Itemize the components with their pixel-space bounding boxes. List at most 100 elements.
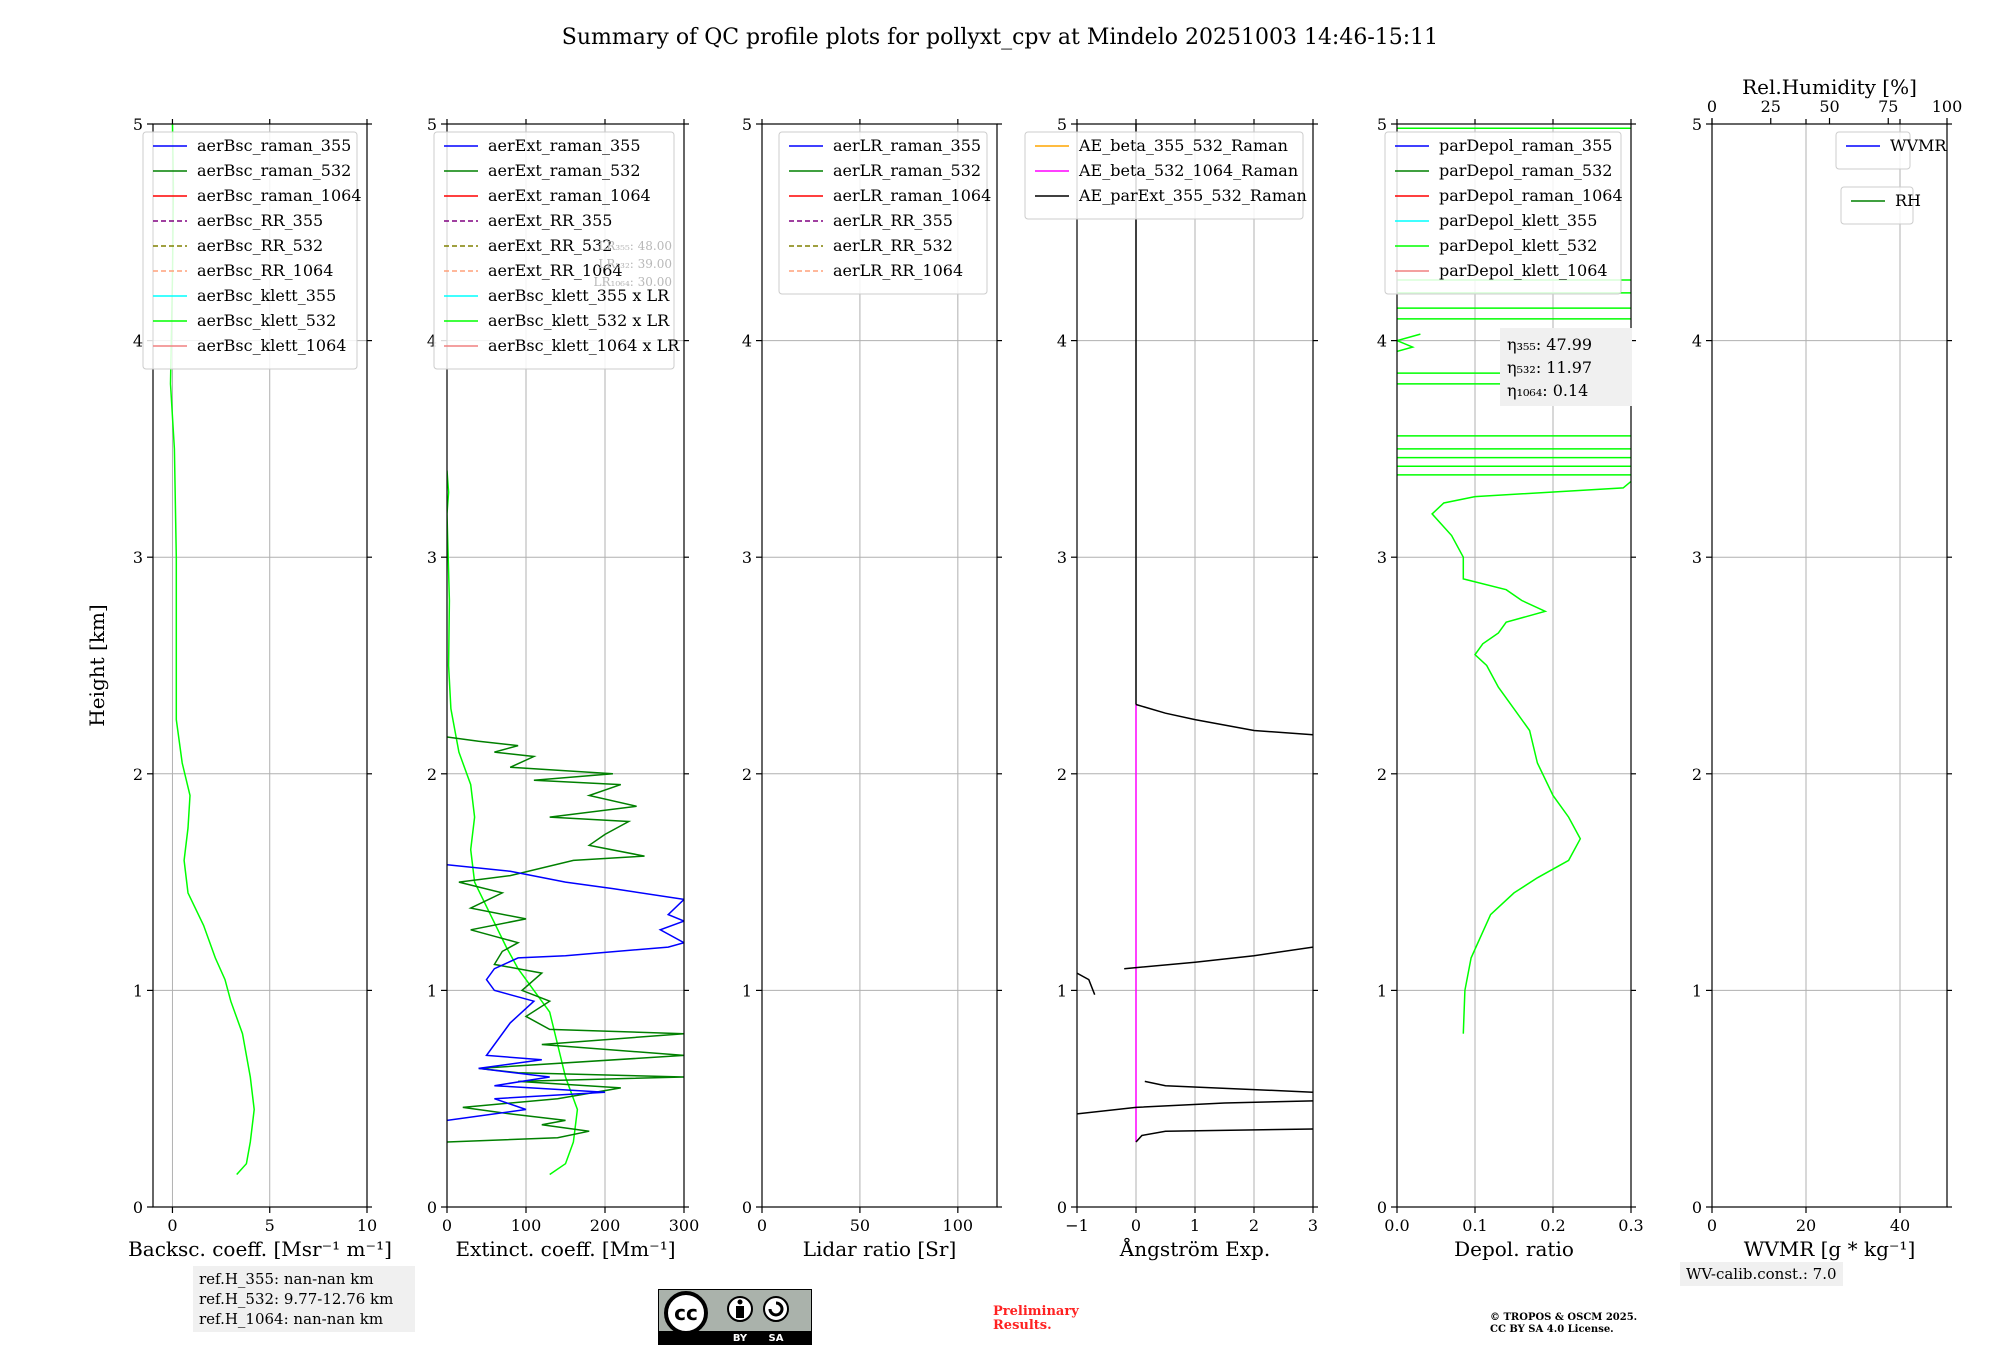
- cc-sa-label: SA: [769, 1333, 784, 1344]
- share-alike-icon: [763, 1296, 789, 1322]
- preliminary-line-2: Results.: [993, 1318, 1052, 1333]
- y-tick-label: 4: [133, 332, 143, 351]
- x-tick-label: 0: [757, 1216, 767, 1235]
- x-tick-label: 3: [1308, 1216, 1318, 1235]
- x-axis-label: Backsc. coeff. [Msr⁻¹ m⁻¹]: [128, 1237, 392, 1261]
- x-tick-label: 5: [265, 1216, 275, 1235]
- x-tick-label: 1: [1190, 1216, 1200, 1235]
- series-line: [1124, 946, 1313, 970]
- series-line: [1144, 1080, 1313, 1093]
- reference-height-box: ref.H_355: nan-nan km ref.H_532: 9.77-12…: [193, 1266, 415, 1332]
- legend: aerBsc_raman_355 aerBsc_raman_532 aerBsc_r…: [142, 131, 362, 370]
- y-axis-label: Height [km]: [85, 604, 109, 726]
- series-line: [447, 470, 579, 1176]
- legend-label: aerBsc_klett_532 x LR: [488, 311, 670, 330]
- copyright-notice: © TROPOS & OSCM 2025. CC BY SA 4.0 Licen…: [1490, 1312, 1637, 1336]
- y-tick-label: 4: [1057, 332, 1067, 351]
- y-tick-label: 4: [427, 332, 437, 351]
- y-tick-label: 1: [427, 981, 437, 1000]
- legend-label: aerBsc_klett_355 x LR: [488, 286, 670, 305]
- legend-label: aerLR_RR_1064: [833, 261, 963, 280]
- legend-label: aerExt_raman_355: [488, 136, 641, 155]
- x-tick-label: 300: [669, 1216, 700, 1235]
- x-tick-label: 0.1: [1462, 1216, 1487, 1235]
- panel-2: 0 100 200 300 0 1 2 3 4 5 Extinct. coeff. [Mm⁻¹] ae…: [427, 115, 699, 1261]
- legend-label: aerBsc_RR_1064: [197, 261, 333, 280]
- legend-label: aerBsc_raman_355: [197, 136, 351, 155]
- y-tick-label: 2: [1057, 765, 1067, 784]
- y-tick-label: 3: [1377, 548, 1387, 567]
- y-tick-label: 1: [133, 981, 143, 1000]
- x-tick-label: 0: [1131, 1216, 1141, 1235]
- legend-label: aerLR_raman_1064: [833, 186, 991, 205]
- legend: AE_beta_355_532_Raman AE_beta_532_1064_Ra…: [1024, 131, 1307, 220]
- lidar-ratio-label: LR₁₀₆₄: 30.00: [594, 275, 672, 289]
- y-tick-label: 5: [742, 115, 752, 134]
- legend-frame: [142, 131, 358, 370]
- series-line: [1077, 972, 1096, 995]
- y-tick-label: 1: [742, 981, 752, 1000]
- x-tick-label: 10: [357, 1216, 377, 1235]
- legend-label: AE_beta_532_1064_Raman: [1078, 161, 1298, 180]
- wv-calib-box: WV-calib.const.: 7.0: [1680, 1262, 1843, 1286]
- x-tick-label: 0: [1707, 1216, 1717, 1235]
- y-tick-label: 4: [1377, 332, 1387, 351]
- y-tick-label: 5: [1692, 115, 1702, 134]
- copyright-line-2: CC BY SA 4.0 License.: [1490, 1324, 1614, 1335]
- y-tick-label: 3: [1692, 548, 1702, 567]
- y-tick-label: 3: [1057, 548, 1067, 567]
- x-tick-label: 0.0: [1384, 1216, 1409, 1235]
- y-tick-label: 1: [1692, 981, 1702, 1000]
- cc-by-label: BY: [733, 1333, 748, 1344]
- x-tick-label: 0.2: [1540, 1216, 1565, 1235]
- legend-label: aerExt_RR_355: [488, 211, 612, 230]
- y-tick-label: 1: [1057, 981, 1067, 1000]
- eta-label: η₁₀₆₄: 0.14: [1507, 381, 1588, 400]
- eta-box-bg: [1500, 328, 1632, 406]
- y-tick-label: 4: [742, 332, 752, 351]
- legend-frame: [1384, 131, 1622, 295]
- legend-frame: [1835, 131, 1911, 170]
- x-axis-label: Ångström Exp.: [1119, 1236, 1270, 1261]
- y-tick-label: 2: [1377, 765, 1387, 784]
- x-tick-label: 100: [511, 1216, 542, 1235]
- lidar-ratio-label: LR₅₃₂: 39.00: [598, 257, 672, 271]
- x-tick-label: 200: [590, 1216, 621, 1235]
- legend-label: parDepol_klett_532: [1439, 236, 1597, 255]
- preliminary-line-1: Preliminary: [993, 1304, 1079, 1319]
- legend-label: aerBsc_RR_355: [197, 211, 323, 230]
- legend-label: aerLR_raman_355: [833, 136, 981, 155]
- preliminary-results: Preliminary Results.: [993, 1305, 1079, 1333]
- eta-label: η₃₅₅: 47.99: [1507, 335, 1592, 354]
- ref-height-355: ref.H_355: nan-nan km: [199, 1270, 374, 1288]
- eta-box: η₃₅₅: 47.99 η₅₃₂: 11.97 η₁₀₆₄: 0.14: [1500, 328, 1632, 406]
- series-line: [447, 736, 684, 1143]
- y-tick-label: 2: [1692, 765, 1702, 784]
- series-line: [1077, 1100, 1313, 1115]
- panel-6: 0 20 40 0 1 2 3 4 5 WVMR [g * kg⁻¹] 0 25 50 75 100 Rel.…: [1692, 75, 1962, 1261]
- series-line: [1135, 1128, 1313, 1143]
- y-tick-label: 0: [1692, 1198, 1702, 1217]
- legend-label: aerLR_raman_532: [833, 161, 981, 180]
- panel-3: 0 50 100 0 1 2 3 4 5 Lidar ratio [Sr] aerLR_raman_…: [742, 115, 1002, 1261]
- y-tick-label: 3: [427, 548, 437, 567]
- y-tick-label: 0: [427, 1198, 437, 1217]
- y-tick-label: 0: [1377, 1198, 1387, 1217]
- legend: WVMR: [1835, 131, 1947, 170]
- legend-label: aerExt_raman_532: [488, 161, 641, 180]
- x-tick-label: 20: [1796, 1216, 1816, 1235]
- series-line: [1135, 703, 1313, 736]
- series-line: [169, 124, 255, 1176]
- y-tick-label: 0: [742, 1198, 752, 1217]
- legend-label: aerExt_raman_1064: [488, 186, 651, 205]
- x-tick-label: 50: [850, 1216, 870, 1235]
- legend-frame: [1840, 186, 1914, 225]
- x-axis-label: Depol. ratio: [1454, 1237, 1574, 1261]
- legend-label: aerBsc_klett_355: [197, 286, 336, 305]
- x-tick-label: −1: [1065, 1216, 1089, 1235]
- legend: aerLR_raman_355 aerLR_raman_532 aerLR_rama…: [778, 131, 991, 295]
- x-axis-label: Lidar ratio [Sr]: [803, 1237, 957, 1261]
- legend-label: aerLR_RR_355: [833, 211, 953, 230]
